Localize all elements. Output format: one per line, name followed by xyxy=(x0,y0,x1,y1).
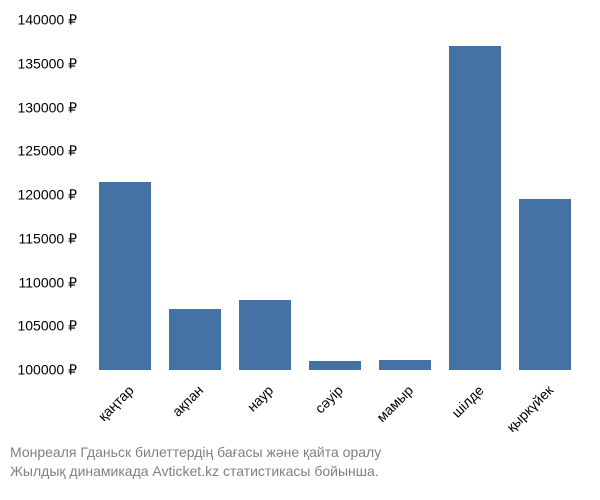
caption-line-2: Жылдық динамикада Avticket.kz статистика… xyxy=(10,462,590,482)
bar-wrapper xyxy=(230,20,300,370)
x-tick-label: наур xyxy=(244,382,277,415)
y-tick-label: 130000 ₽ xyxy=(17,99,77,116)
bar xyxy=(99,182,152,370)
bar xyxy=(309,361,362,370)
x-tick-label: ақпан xyxy=(169,382,206,419)
bar-wrapper xyxy=(160,20,230,370)
bars-group xyxy=(90,20,580,370)
bar xyxy=(169,309,222,370)
bar-chart: 100000 ₽105000 ₽110000 ₽115000 ₽120000 ₽… xyxy=(90,20,580,370)
y-tick-label: 115000 ₽ xyxy=(19,230,77,247)
chart-caption: Монреаля Гданьск билеттердің бағасы және… xyxy=(10,443,590,482)
bar-wrapper xyxy=(90,20,160,370)
bar-wrapper xyxy=(440,20,510,370)
x-tick-label: қаңтар xyxy=(94,382,136,424)
bar xyxy=(239,300,292,370)
x-tick-label: мамыр xyxy=(373,382,416,425)
bar xyxy=(379,360,432,371)
y-tick-label: 120000 ₽ xyxy=(17,187,77,204)
y-tick-label: 110000 ₽ xyxy=(19,274,77,291)
x-tick-label: шілде xyxy=(448,382,487,421)
bar xyxy=(519,199,572,370)
y-tick-label: 100000 ₽ xyxy=(17,362,77,379)
x-tick-label: қыркүйек xyxy=(503,382,556,435)
plot-area: 100000 ₽105000 ₽110000 ₽115000 ₽120000 ₽… xyxy=(90,20,580,370)
y-tick-label: 125000 ₽ xyxy=(17,143,77,160)
caption-line-1: Монреаля Гданьск билеттердің бағасы және… xyxy=(10,443,590,463)
y-tick-label: 140000 ₽ xyxy=(17,12,77,29)
bar xyxy=(449,46,502,370)
y-tick-label: 135000 ₽ xyxy=(17,55,77,72)
y-axis: 100000 ₽105000 ₽110000 ₽115000 ₽120000 ₽… xyxy=(0,20,85,370)
y-tick-label: 105000 ₽ xyxy=(17,318,77,335)
bar-wrapper xyxy=(370,20,440,370)
x-tick-label: сәуір xyxy=(312,382,346,416)
bar-wrapper xyxy=(300,20,370,370)
bar-wrapper xyxy=(510,20,580,370)
